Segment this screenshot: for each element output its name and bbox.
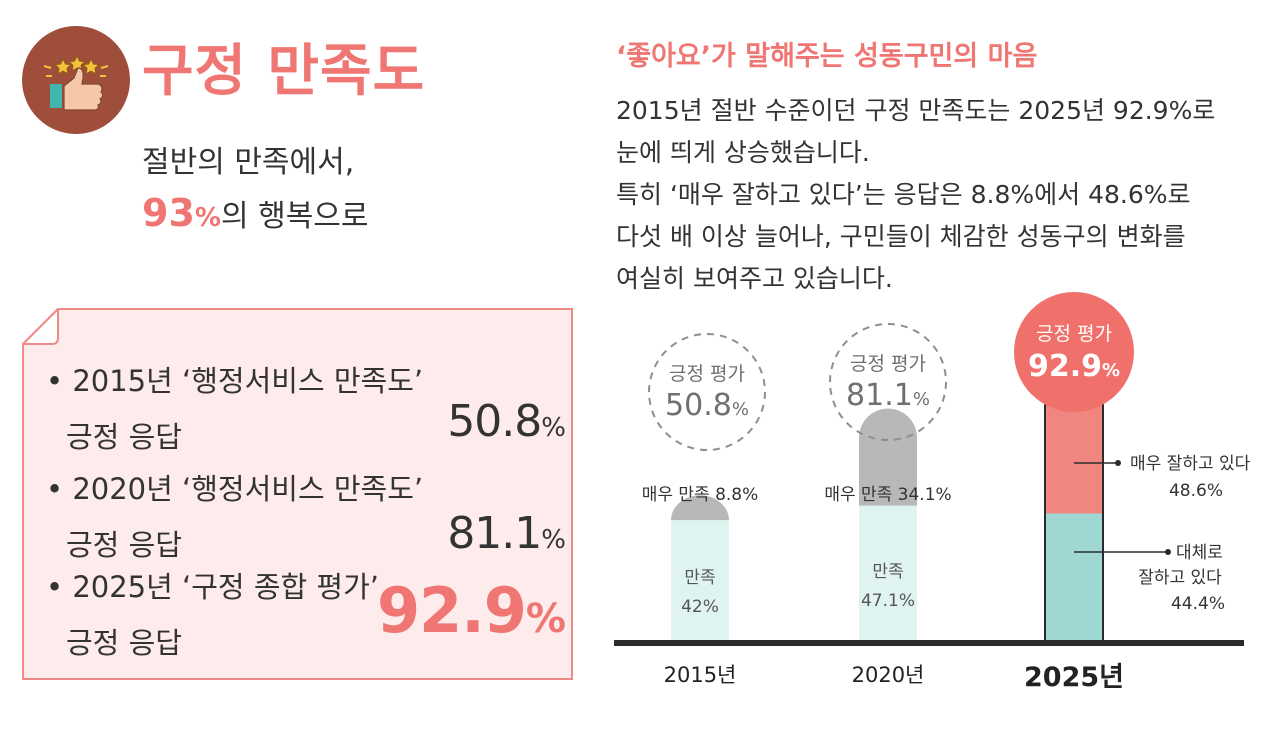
- stat-2020-value: 81.1%: [447, 508, 566, 559]
- annotation-2025-mostly-good-value: 44.4%: [1171, 594, 1225, 614]
- total-2015-unit: %: [732, 399, 749, 420]
- subtitle: 절반의 만족에서, 93%의 행복으로: [142, 138, 369, 243]
- description-line: 특히 ‘매우 잘하고 있다’는 응답은 8.8%에서 48.6%로: [616, 180, 1191, 209]
- chart-baseline: [614, 640, 1244, 646]
- annotation-2025-very-good-value: 48.6%: [1169, 481, 1223, 501]
- stat-2020-unit: %: [541, 525, 566, 555]
- bullet: •: [46, 570, 64, 604]
- bar-2020-value: 47.1%: [861, 591, 915, 611]
- bullet: •: [46, 472, 64, 506]
- stat-2025-number: 92.9: [376, 574, 527, 647]
- bar-2020-name: 만족: [872, 562, 903, 582]
- description-line: 눈에 띄게 상승했습니다.: [616, 138, 870, 167]
- stat-2015-value: 50.8%: [447, 396, 566, 447]
- stat-2015-number: 50.8: [447, 396, 542, 447]
- stat-2015-unit: %: [541, 413, 566, 443]
- callout-dot-2025-bottom: [1165, 549, 1171, 555]
- description-line: 2015년 절반 수준이던 구정 만족도는 2025년 92.9%로: [616, 96, 1216, 125]
- annotation-2025-very-good-name: 매우 잘하고 있다: [1130, 454, 1251, 474]
- stat-2015-sublabel: 긍정 응답: [66, 420, 182, 454]
- satisfaction-chart: 긍정 평가 50.8% 긍정 평가 81.1% 긍정 평가 92.9% 매우 만…: [614, 292, 1251, 693]
- stat-2025-sublabel: 긍정 응답: [66, 626, 182, 660]
- total-2025-value: 92.9%: [1028, 349, 1120, 384]
- bar-2025-mostly-good: [1045, 513, 1103, 640]
- total-2015-number: 50.8: [665, 388, 732, 423]
- page-title: 구정 만족도: [142, 39, 426, 104]
- stat-2020-title: • 2020년 ‘행정서비스 만족도’: [46, 466, 566, 508]
- annotation-2015-very-satisfied: 매우 만족 8.8%: [642, 485, 759, 505]
- stats-card: • 2015년 ‘행정서비스 만족도’ 긍정 응답 50.8% • 2020년 …: [22, 308, 574, 680]
- section-heading: ‘좋아요’가 말해주는 성동구민의 마음: [616, 41, 1038, 72]
- total-2015-label: 긍정 평가: [669, 363, 745, 385]
- x-tick-2020: 2020년: [852, 663, 925, 687]
- description-line: 다섯 배 이상 늘어나, 구민들이 체감한 성동구의 변화를: [616, 222, 1186, 251]
- description-paragraph: 2015년 절반 수준이던 구정 만족도는 2025년 92.9%로 눈에 띄게…: [616, 90, 1256, 300]
- total-bubble-2015: [648, 333, 766, 451]
- bar-2015-value: 42%: [681, 597, 719, 617]
- total-2020-value: 81.1%: [846, 378, 930, 413]
- subtitle-line-1: 절반의 만족에서,: [142, 145, 355, 180]
- stat-2015-title: • 2015년 ‘행정서비스 만족도’: [46, 358, 566, 400]
- stat-2025-label: 2025년 ‘구정 종합 평가’: [72, 570, 379, 604]
- stat-2015: • 2015년 ‘행정서비스 만족도’ 긍정 응답 50.8%: [46, 358, 566, 456]
- stat-2020-sublabel: 긍정 응답: [66, 528, 182, 562]
- stat-2025-unit: %: [525, 596, 566, 642]
- subtitle-line-2: 93%의 행복으로: [142, 188, 369, 243]
- stat-2025: • 2025년 ‘구정 종합 평가’ 긍정 응답 92.9%: [46, 564, 566, 662]
- bar-2020-very-satisfied: [859, 408, 917, 506]
- subtitle-rest: 의 행복으로: [220, 199, 369, 234]
- thumbs-up-icon: [43, 54, 109, 111]
- note-card-shape: [22, 308, 573, 680]
- stat-2025-title: • 2025년 ‘구정 종합 평가’: [46, 564, 566, 606]
- total-2025-number: 92.9: [1028, 349, 1102, 384]
- stat-2015-label: 2015년 ‘행정서비스 만족도’: [72, 364, 424, 398]
- subtitle-highlight-number: 93: [142, 191, 195, 235]
- description-line: 여실히 보여주고 있습니다.: [616, 264, 893, 293]
- x-tick-2015: 2015년: [664, 663, 737, 687]
- stat-2020-label: 2020년 ‘행정서비스 만족도’: [72, 472, 424, 506]
- total-2020-number: 81.1: [846, 378, 913, 413]
- total-2020-label: 긍정 평가: [850, 353, 926, 375]
- bar-2015-name: 만족: [684, 568, 715, 588]
- bar-2020-satisfied: [859, 505, 917, 640]
- annotation-2025-mostly-good-name-2: 잘하고 있다: [1138, 568, 1222, 588]
- total-2020-unit: %: [913, 389, 930, 410]
- stat-2020-number: 81.1: [447, 508, 542, 559]
- bar-2015-very-satisfied: [671, 495, 729, 521]
- stat-2025-value: 92.9%: [377, 574, 566, 647]
- bullet: •: [46, 364, 64, 398]
- bar-2015-satisfied: [671, 520, 729, 640]
- x-tick-2025: 2025년: [1024, 662, 1124, 693]
- annotation-2025-mostly-good-name-1: 대체로: [1176, 543, 1223, 563]
- subtitle-highlight-unit: %: [194, 203, 221, 233]
- annotation-2020-very-satisfied: 매우 만족 34.1%: [824, 485, 951, 505]
- total-bubble-2020: [829, 323, 947, 441]
- total-2025-unit: %: [1102, 360, 1120, 381]
- thumbs-up-stars-badge: [22, 26, 130, 134]
- total-2015-value: 50.8%: [665, 388, 749, 423]
- total-2025-label: 긍정 평가: [1036, 323, 1112, 345]
- stat-2020: • 2020년 ‘행정서비스 만족도’ 긍정 응답 81.1%: [46, 466, 566, 564]
- total-bubble-2025: [1014, 292, 1134, 412]
- callout-dot-2025-top: [1115, 460, 1121, 466]
